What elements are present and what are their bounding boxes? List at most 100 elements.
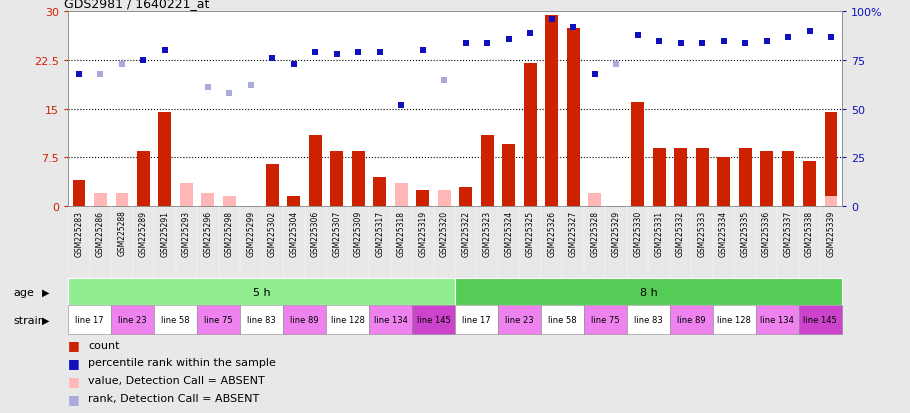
- Bar: [541, 306, 584, 335]
- Text: ■: ■: [68, 392, 80, 405]
- Bar: [288, 197, 300, 206]
- Text: line 134: line 134: [761, 316, 794, 325]
- Bar: [545, 16, 558, 206]
- Text: line 23: line 23: [118, 316, 147, 325]
- Bar: [695, 148, 709, 206]
- Text: GSM225326: GSM225326: [547, 210, 556, 256]
- Bar: [713, 306, 756, 335]
- Text: GSM225328: GSM225328: [591, 210, 599, 256]
- Text: value, Detection Call = ABSENT: value, Detection Call = ABSENT: [88, 375, 265, 385]
- Text: GSM225319: GSM225319: [419, 210, 428, 256]
- Bar: [180, 184, 193, 206]
- Text: GSM225307: GSM225307: [332, 210, 341, 256]
- Text: line 83: line 83: [634, 316, 662, 325]
- Bar: [68, 279, 455, 306]
- Text: GSM225327: GSM225327: [569, 210, 578, 256]
- Text: GSM225331: GSM225331: [654, 210, 663, 256]
- Text: strain: strain: [14, 315, 46, 325]
- Bar: [73, 180, 86, 206]
- Text: line 128: line 128: [330, 316, 365, 325]
- Text: line 145: line 145: [804, 316, 837, 325]
- Bar: [223, 197, 236, 206]
- Text: ▶: ▶: [42, 287, 49, 297]
- Text: GSM225336: GSM225336: [762, 210, 771, 256]
- Bar: [416, 190, 430, 206]
- Text: GSM225299: GSM225299: [247, 210, 256, 256]
- Bar: [154, 306, 197, 335]
- Text: GSM225318: GSM225318: [397, 210, 406, 256]
- Bar: [799, 306, 842, 335]
- Bar: [717, 158, 730, 206]
- Text: GSM225329: GSM225329: [612, 210, 621, 256]
- Text: percentile rank within the sample: percentile rank within the sample: [88, 358, 276, 368]
- Bar: [824, 197, 837, 206]
- Bar: [158, 113, 171, 206]
- Text: GSM225324: GSM225324: [504, 210, 513, 256]
- Bar: [283, 306, 326, 335]
- Text: line 75: line 75: [592, 316, 620, 325]
- Bar: [240, 306, 283, 335]
- Text: GDS2981 / 1640221_at: GDS2981 / 1640221_at: [65, 0, 210, 10]
- Bar: [326, 306, 369, 335]
- Text: line 23: line 23: [505, 316, 534, 325]
- Bar: [111, 306, 154, 335]
- Text: GSM225296: GSM225296: [204, 210, 212, 256]
- Text: GSM225332: GSM225332: [676, 210, 685, 256]
- Text: line 89: line 89: [677, 316, 705, 325]
- Bar: [567, 28, 580, 206]
- Bar: [201, 194, 215, 206]
- Text: count: count: [88, 340, 120, 350]
- Text: GSM225309: GSM225309: [354, 210, 363, 256]
- Text: ■: ■: [68, 338, 80, 351]
- Bar: [330, 152, 343, 206]
- Bar: [652, 148, 665, 206]
- Bar: [524, 64, 537, 206]
- Text: GSM225334: GSM225334: [719, 210, 728, 256]
- Bar: [782, 152, 794, 206]
- Text: ■: ■: [68, 356, 80, 369]
- Bar: [803, 161, 816, 206]
- Text: GSM225322: GSM225322: [461, 210, 470, 256]
- Bar: [94, 194, 107, 206]
- Text: line 58: line 58: [548, 316, 577, 325]
- Text: GSM225339: GSM225339: [826, 210, 835, 256]
- Text: line 83: line 83: [248, 316, 276, 325]
- Bar: [266, 164, 278, 206]
- Text: GSM225306: GSM225306: [311, 210, 319, 256]
- Text: 5 h: 5 h: [253, 287, 270, 297]
- Text: GSM225335: GSM225335: [741, 210, 750, 256]
- Bar: [588, 194, 602, 206]
- Bar: [137, 152, 150, 206]
- Text: 8 h: 8 h: [640, 287, 657, 297]
- Text: GSM225298: GSM225298: [225, 210, 234, 256]
- Bar: [68, 306, 111, 335]
- Text: GSM225286: GSM225286: [96, 210, 105, 256]
- Bar: [116, 194, 128, 206]
- Text: GSM225291: GSM225291: [160, 210, 169, 256]
- Bar: [739, 148, 752, 206]
- Bar: [412, 306, 455, 335]
- Bar: [455, 279, 842, 306]
- Bar: [760, 152, 773, 206]
- Text: rank, Detection Call = ABSENT: rank, Detection Call = ABSENT: [88, 393, 259, 403]
- Text: GSM225323: GSM225323: [482, 210, 491, 256]
- Bar: [352, 152, 365, 206]
- Bar: [674, 148, 687, 206]
- Text: line 17: line 17: [76, 316, 104, 325]
- Text: GSM225325: GSM225325: [526, 210, 535, 256]
- Bar: [395, 184, 408, 206]
- Text: line 128: line 128: [717, 316, 752, 325]
- Bar: [438, 190, 450, 206]
- Text: line 17: line 17: [462, 316, 490, 325]
- Text: ▶: ▶: [42, 315, 49, 325]
- Text: ■: ■: [68, 374, 80, 387]
- Text: line 145: line 145: [417, 316, 450, 325]
- Bar: [308, 135, 322, 206]
- Text: GSM225337: GSM225337: [784, 210, 793, 256]
- Bar: [756, 306, 799, 335]
- Bar: [480, 135, 493, 206]
- Bar: [584, 306, 627, 335]
- Bar: [670, 306, 713, 335]
- Text: GSM225302: GSM225302: [268, 210, 277, 256]
- Bar: [460, 187, 472, 206]
